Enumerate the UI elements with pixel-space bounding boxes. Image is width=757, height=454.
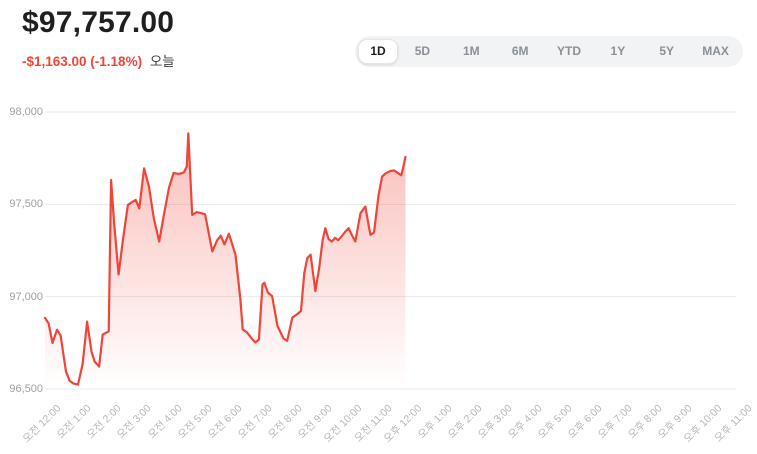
price-change-line: -$1,163.00 (-1.18%) 오늘 [22,50,175,70]
range-tab-5d[interactable]: 5D [398,39,447,64]
range-tab-ytd[interactable]: YTD [545,39,594,64]
y-tick-label: 97,000 [9,290,43,303]
current-price: $97,757.00 [22,6,175,39]
area-fill [45,133,406,389]
range-tab-1y[interactable]: 1Y [593,39,642,64]
range-tab-6m[interactable]: 6M [496,39,545,64]
change-period-label: 오늘 [149,54,175,69]
y-tick-label: 96,500 [9,383,43,395]
range-tab-1m[interactable]: 1M [447,39,496,64]
price-change-value: -$1,163.00 (-1.18%) [22,54,143,69]
range-tab-max[interactable]: MAX [691,39,740,64]
price-line [43,132,407,386]
range-tab-1d[interactable]: 1D [358,39,398,64]
y-tick-label: 97,500 [9,198,43,211]
y-tick-label: 98,000 [9,106,43,118]
range-tabs: 1D 5D 1M 6M YTD 1Y 5Y MAX [355,36,743,67]
range-tab-5y[interactable]: 5Y [642,39,691,64]
